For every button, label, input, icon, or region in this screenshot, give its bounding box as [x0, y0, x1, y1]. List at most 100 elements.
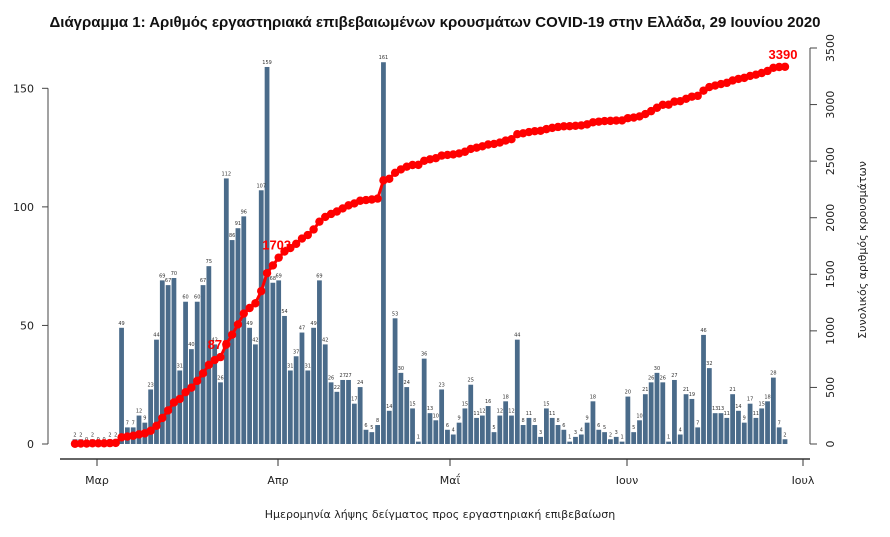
- bar: [514, 339, 520, 444]
- bar: [712, 413, 718, 444]
- bar-value-label: 2: [91, 432, 94, 438]
- bar-value-label: 27: [345, 373, 351, 379]
- bar-value-label: 3: [615, 430, 618, 436]
- bar: [689, 398, 695, 444]
- cumulative-point: [152, 421, 161, 430]
- cumulative-point: [146, 426, 155, 435]
- bar-value-label: 31: [177, 363, 183, 369]
- bar-value-label: 36: [421, 352, 427, 358]
- bar: [183, 301, 188, 444]
- bar: [573, 436, 578, 444]
- bar-value-label: 31: [287, 363, 293, 369]
- bar-value-label: 2: [783, 432, 786, 438]
- bar-value-label: 27: [340, 373, 346, 379]
- y-tick-label: 100: [13, 201, 34, 214]
- bar-value-label: 9: [743, 416, 746, 422]
- cumulative-point: [414, 160, 423, 170]
- bar-value-label: 15: [409, 401, 415, 407]
- bar-value-label: 21: [683, 387, 689, 393]
- bar-value-label: 37: [293, 349, 299, 355]
- bar-value-label: 10: [433, 413, 439, 419]
- cumulative-point: [204, 360, 214, 369]
- bar: [439, 389, 445, 444]
- bar-value-label: 11: [473, 411, 479, 417]
- bar: [311, 327, 316, 444]
- bar-value-label: 7: [126, 420, 129, 426]
- bar-value-label: 9: [586, 416, 589, 422]
- cumulative-point: [111, 438, 120, 448]
- bar-value-label: 11: [724, 411, 730, 417]
- bar: [520, 425, 526, 444]
- bar-value-label: 6: [446, 423, 449, 429]
- bar-value-label: 11: [753, 411, 759, 417]
- cumulative-point: [291, 239, 301, 249]
- bar-value-label: 69: [159, 273, 165, 279]
- bar-value-label: 24: [357, 380, 363, 386]
- cumulative-point: [88, 439, 97, 448]
- bar: [445, 429, 450, 444]
- bar-value-label: 28: [770, 371, 776, 377]
- bar: [677, 434, 683, 444]
- bar: [648, 382, 654, 444]
- bar-value-label: 44: [514, 333, 520, 339]
- cumulative-point: [309, 225, 318, 234]
- bar-value-label: 2: [79, 432, 82, 438]
- bar-value-label: 16: [485, 399, 491, 405]
- bar: [701, 334, 706, 444]
- bar: [706, 368, 712, 444]
- y2-tick-label: 2000: [824, 204, 837, 232]
- cumulative-point: [187, 383, 196, 392]
- cumulative-point: [163, 406, 173, 415]
- cumulative-point: [658, 100, 667, 109]
- y2-tick-label: 1500: [824, 260, 837, 288]
- bar-value-label: 18: [764, 394, 770, 400]
- bar: [468, 384, 474, 444]
- cumulative-point: [408, 160, 417, 170]
- bar-value-label: 7: [696, 420, 699, 426]
- bar: [346, 379, 351, 444]
- cumulative-point: [76, 439, 86, 448]
- bar: [322, 344, 328, 444]
- cumulative-point: [559, 122, 569, 131]
- bar-value-label: 2: [114, 432, 117, 438]
- bar: [351, 403, 357, 444]
- y2-tick-label: 3500: [824, 34, 837, 62]
- cumulative-point: [274, 253, 283, 262]
- bar-value-label: 60: [194, 295, 200, 301]
- bar: [503, 401, 509, 444]
- bar: [747, 403, 753, 444]
- bar-labels: 2202002249771292344696770316040606775422…: [73, 55, 786, 443]
- bar-value-label: 49: [310, 321, 316, 327]
- cumulative-point: [780, 62, 790, 71]
- bar: [293, 356, 299, 444]
- bar: [334, 391, 340, 444]
- bar-value-label: 15: [759, 401, 765, 407]
- bar: [258, 190, 264, 444]
- bar: [363, 429, 369, 444]
- bar-value-label: 42: [252, 337, 258, 343]
- y2-tick-label: 0: [824, 441, 837, 448]
- bar: [479, 415, 485, 444]
- cumulative-point: [251, 299, 260, 308]
- bar-value-label: 9: [143, 416, 146, 422]
- bar-value-label: 30: [654, 366, 660, 372]
- bar: [660, 382, 666, 444]
- bar-value-label: 96: [241, 209, 247, 215]
- bar-value-label: 21: [642, 387, 648, 393]
- bar: [357, 387, 363, 444]
- x-tick-label: Ιουν: [616, 474, 638, 487]
- bar-value-label: 8: [376, 418, 379, 424]
- cumulative-point: [245, 303, 254, 313]
- bar-value-label: 3: [539, 430, 542, 436]
- cumulative-point: [373, 194, 382, 203]
- bar-value-label: 8: [533, 418, 536, 424]
- bar: [613, 436, 619, 444]
- bar: [287, 370, 293, 444]
- y2-tick-label: 3000: [824, 91, 837, 119]
- bar-value-label: 22: [334, 385, 340, 391]
- bar: [718, 413, 724, 444]
- cumulative-annotation: 3390: [769, 47, 798, 62]
- bar-value-label: 1: [568, 435, 571, 441]
- bar: [398, 372, 404, 444]
- bar-value-label: 46: [700, 328, 706, 334]
